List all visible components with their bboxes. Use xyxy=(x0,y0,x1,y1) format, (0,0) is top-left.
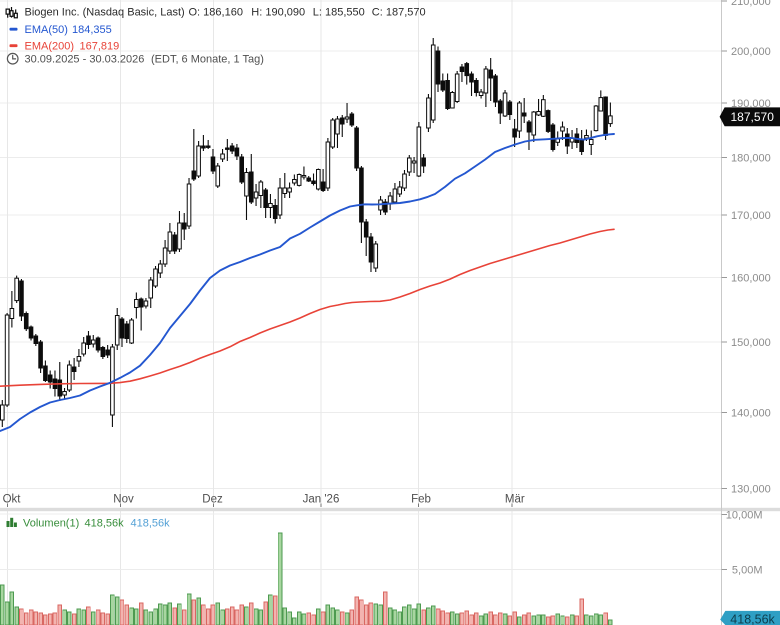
svg-text:Feb: Feb xyxy=(411,493,431,505)
svg-text:170,000: 170,000 xyxy=(731,210,771,222)
svg-text:130,000: 130,000 xyxy=(731,484,771,496)
svg-text:Volumen(1): Volumen(1) xyxy=(23,518,79,530)
svg-text:180,000: 180,000 xyxy=(731,152,771,164)
svg-text:O: 186,160: O: 186,160 xyxy=(189,7,243,19)
svg-text:C: 187,570: C: 187,570 xyxy=(372,7,426,19)
svg-text:EMA(200): EMA(200) xyxy=(25,41,75,53)
svg-text:140,000: 140,000 xyxy=(731,407,771,419)
svg-text:167,819: 167,819 xyxy=(80,41,120,53)
svg-text:Biogen Inc. (Nasdaq Basic, Las: Biogen Inc. (Nasdaq Basic, Last) xyxy=(25,7,185,19)
svg-text:Dez: Dez xyxy=(202,493,223,505)
svg-text:L: 185,550: L: 185,550 xyxy=(313,7,365,19)
svg-text:10,00M: 10,00M xyxy=(726,509,763,521)
svg-text:160,000: 160,000 xyxy=(731,272,771,284)
svg-text:418,56k: 418,56k xyxy=(85,518,125,530)
svg-text:210,000: 210,000 xyxy=(731,0,771,8)
svg-text:184,355: 184,355 xyxy=(72,24,112,36)
svg-text:418,56k: 418,56k xyxy=(131,518,171,530)
svg-text:190,000: 190,000 xyxy=(731,98,771,110)
svg-text:EMA(50): EMA(50) xyxy=(25,24,68,36)
svg-text:Nov: Nov xyxy=(113,493,134,505)
svg-text:30.09.2025 - 30.03.2026: 30.09.2025 - 30.03.2026 xyxy=(25,54,145,66)
svg-text:150,000: 150,000 xyxy=(731,337,771,349)
svg-text:Mär: Mär xyxy=(505,493,525,505)
svg-text:H: 190,090: H: 190,090 xyxy=(251,7,305,19)
svg-text:5,00M: 5,00M xyxy=(732,565,763,577)
svg-text:187,570: 187,570 xyxy=(731,110,775,124)
svg-text:(EDT, 6 Monate, 1 Tag): (EDT, 6 Monate, 1 Tag) xyxy=(151,54,264,66)
svg-text:418,56k: 418,56k xyxy=(730,612,775,625)
svg-text:Okt: Okt xyxy=(3,493,22,505)
svg-text:200,000: 200,000 xyxy=(731,46,771,58)
svg-text:Jan '26: Jan '26 xyxy=(303,493,340,505)
